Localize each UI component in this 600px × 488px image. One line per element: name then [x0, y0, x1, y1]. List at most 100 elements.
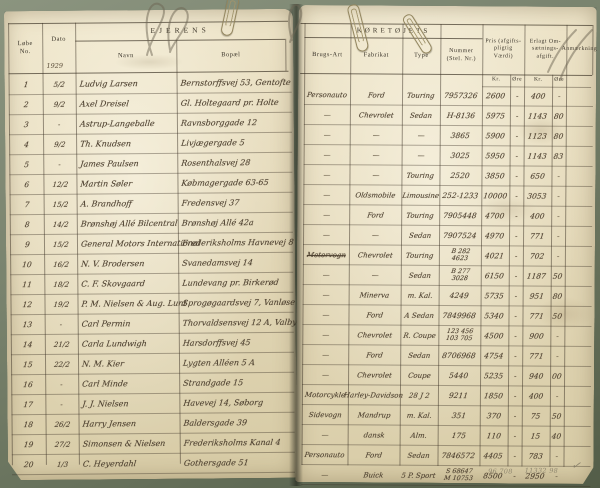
cell-fabrikat: —: [371, 130, 380, 140]
cell-pris-ore: -: [513, 371, 517, 381]
cell-brugsart: Personauto: [304, 450, 346, 459]
cell-lobe-no: 9: [24, 240, 30, 250]
cell-bopael: Harsdorffsvej 45: [182, 338, 252, 348]
cell-pris-ore: -: [514, 211, 519, 221]
cell-navn: Carl Permin: [81, 319, 131, 329]
cell-type: —: [416, 131, 425, 140]
cell-anmaerkning: [566, 127, 593, 146]
cell-afgift-ore: 80: [553, 111, 565, 121]
cell-pris-kr: 5975: [485, 111, 507, 121]
cell-anmaerkning: [565, 227, 592, 246]
cell-navn: J. J. Nielsen: [81, 399, 130, 409]
table-row: 1 5/2 Ludvig Larsen Bernstorffsvej 53, G…: [8, 72, 292, 96]
cell-fabrikat: Minerva: [359, 290, 390, 300]
table-row: 12 19/2 P. M. Nielsen & Aug. Lunt Sprogø…: [10, 292, 296, 316]
cell-nummer: 3025: [450, 151, 471, 161]
cell-afgift-kr: 940: [528, 371, 544, 381]
cell-afgift-ore: -: [556, 231, 560, 241]
cell-navn: Simonsen & Nielsen: [82, 438, 166, 449]
cell-pris-kr: 5735: [484, 291, 505, 301]
cell-navn: General Motors International: [80, 238, 201, 249]
table-row: 11 18/2 C. F. Skovgaard Lundevang pr. Bi…: [10, 272, 294, 296]
table-row: 5 - James Paulsen Rosenthalsvej 28: [9, 152, 293, 176]
table-row: 15 22/2 N. M. Kier Lygten Alléen 5 A: [10, 352, 295, 376]
cell-navn: Th. Knudsen: [79, 139, 132, 149]
cell-brugsart: —: [321, 370, 330, 379]
cell-pris-kr: 5235: [483, 371, 505, 381]
cell-nummer: H-8136: [446, 111, 476, 121]
cell-afgift-ore: -: [556, 171, 561, 181]
cell-nummer: 3865: [450, 131, 471, 141]
cell-afgift-kr: 1123: [527, 131, 548, 141]
cell-afgift-kr: 771: [529, 231, 545, 241]
cell-fabrikat: Oldsmobile: [354, 190, 396, 200]
book-gutter-shadow: [289, 4, 303, 486]
subheader-ore: Øre: [512, 76, 523, 83]
cell-fabrikat: Ford: [366, 210, 384, 220]
cell-lobe-no: 14: [22, 340, 34, 350]
cell-brugsart: —: [321, 290, 330, 299]
cell-lobe-no: 7: [23, 200, 30, 210]
cell-fabrikat: —: [371, 230, 380, 240]
cell-nummer: 7846572: [441, 450, 476, 461]
cell-dato: 15/2: [51, 200, 69, 209]
cell-lobe-no: 8: [23, 220, 30, 230]
cell-pris-ore: -: [513, 271, 518, 281]
cell-brugsart: —: [322, 130, 331, 139]
table-row: — — Sedan B 277 3028 6150 - 1187 50: [302, 265, 592, 288]
cell-fabrikat: Ford: [365, 310, 384, 320]
table-row: 8 14/2 Brønshøj Allé Bilcentral Brønshøj…: [9, 212, 293, 236]
cell-type: Sedan: [406, 451, 431, 460]
cell-afgift-ore: 50: [551, 411, 563, 421]
cell-navn: Axel Dreisel: [79, 99, 130, 109]
table-row: 6 12/2 Martin Søler Købmagergade 63-65: [9, 172, 293, 196]
table-row: Motorvogn Chevrolet Touring B 282 4623 4…: [302, 245, 592, 268]
cell-bopael: Rosenthalsvej 28: [180, 158, 251, 168]
cell-bopael: Thorvaldsensvej 12 A, Valby: [182, 317, 298, 328]
cell-pris-ore: -: [513, 391, 517, 401]
table-row: 13 - Carl Permin Thorvaldsensvej 12 A, V…: [10, 312, 298, 336]
cell-lobe-no: 1: [22, 80, 29, 90]
cell-afgift-kr: 3053: [527, 191, 548, 201]
cell-pris-ore: -: [514, 171, 519, 181]
cell-pris-ore: -: [512, 451, 517, 461]
cell-lobe-no: 5: [23, 160, 30, 170]
right-rows-container: Personauto Ford Touring 7957326 2600 - 4…: [301, 85, 594, 488]
cell-nummer: 252-1233: [441, 190, 479, 201]
column-header-lobe-no: Løbe No.: [17, 39, 33, 56]
cell-bopael: Brønshøj Allé 42a: [181, 218, 255, 228]
table-row: — Minerva m. Kal. 4249 5735 - 951 80: [302, 285, 592, 308]
table-row: 10 16/2 N. V. Brodersen Svanedamsvej 14: [10, 252, 294, 276]
ledger-page-right: KØRETØJETS Brugs-Art Fabrikat Type Numme…: [295, 5, 597, 488]
cell-type: Touring: [405, 211, 435, 220]
cell-pris-kr: 5950: [485, 151, 506, 161]
cell-navn: Astrup-Langeballe: [79, 118, 156, 129]
cell-nummer: B 277 3028: [450, 267, 471, 283]
cell-lobe-no: 13: [22, 320, 33, 330]
page-title-left: EJERENS: [150, 25, 210, 35]
cell-anmaerkning: [564, 407, 591, 426]
cell-afgift-kr: 75: [530, 411, 542, 421]
cell-lobe-no: 10: [21, 260, 33, 270]
cell-pris-kr: 4021: [484, 251, 506, 261]
cell-anmaerkning: [564, 307, 591, 326]
cell-anmaerkning: [564, 367, 591, 386]
table-row: — Chevrolet R. Coupe 123 456 103 705 450…: [302, 324, 592, 348]
cell-anmaerkning: [565, 187, 592, 206]
cell-afgift-ore: -: [554, 451, 559, 461]
cell-afgift-kr: 771: [528, 311, 545, 321]
cell-afgift-ore: -: [555, 391, 559, 401]
table-row: — — Touring 2520 3850 - 650 -: [303, 165, 593, 188]
pencil-check-mark: ✓: [570, 458, 582, 473]
cell-lobe-no: 6: [23, 180, 30, 190]
cell-type: Touring: [406, 171, 435, 180]
cell-anmaerkning: [564, 387, 591, 406]
cell-fabrikat: Buick: [362, 470, 384, 480]
cell-lobe-no: 17: [23, 400, 34, 410]
cell-dato: 26/2: [53, 420, 71, 429]
column-header-dato: Dato: [51, 35, 66, 43]
cell-navn: N. M. Kier: [81, 359, 125, 369]
table-row: 20 1/3 C. Heyerdahl Gothersgade 51: [11, 452, 295, 476]
cell-fabrikat: Chevrolet: [357, 250, 393, 260]
cell-bopael: Gothersgade 51: [183, 458, 250, 468]
